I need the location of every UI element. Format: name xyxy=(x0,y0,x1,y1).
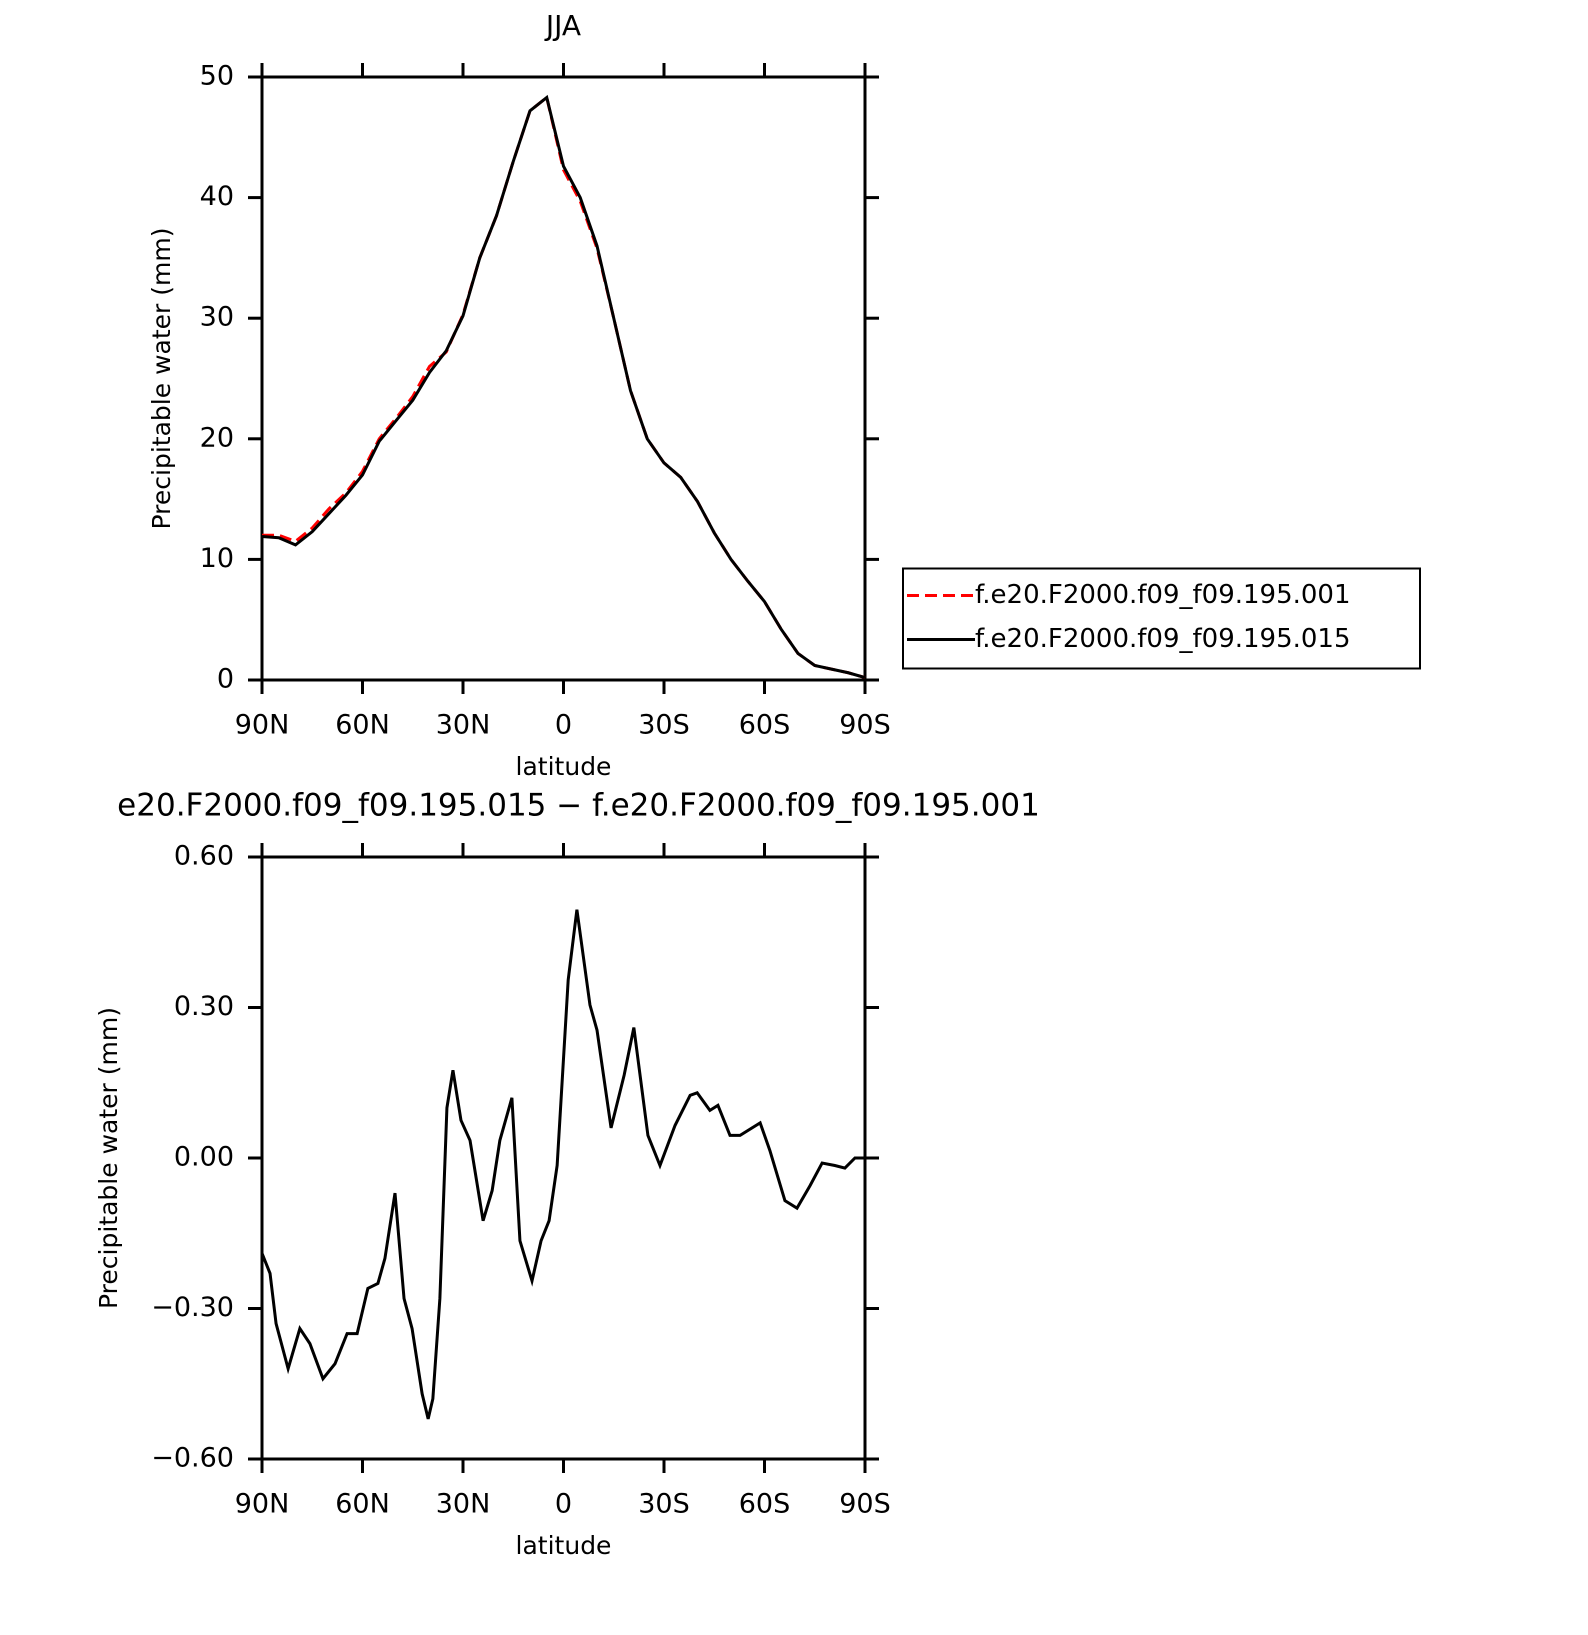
x-tick-label: 90S xyxy=(839,1489,891,1520)
data-line xyxy=(260,909,865,1420)
x-tick-label: 30N xyxy=(436,710,491,741)
y-tick-label: 0.00 xyxy=(174,1142,234,1173)
chart-title: e20.F2000.f09_f09.195.015 − f.e20.F2000.… xyxy=(117,788,1040,824)
x-tick-label: 30S xyxy=(638,1489,690,1520)
x-axis-label: latitude xyxy=(516,1531,612,1560)
y-tick-label: −0.60 xyxy=(151,1443,234,1474)
y-tick-label: 0 xyxy=(217,664,234,695)
y-tick-label: 0.60 xyxy=(174,841,234,872)
x-axis-label: latitude xyxy=(516,752,612,781)
legend-label: f.e20.F2000.f09_f09.195.001 xyxy=(975,580,1351,610)
chart-panel: JJA latitude Precipitable water (mm) 0 10 20 3… xyxy=(147,9,1421,781)
data-line xyxy=(262,94,866,680)
x-tick-label: 60N xyxy=(335,710,390,741)
y-axis-label: Precipitable water (mm) xyxy=(147,228,176,530)
x-tick-label: 0 xyxy=(555,1489,572,1520)
x-tick-label: 60N xyxy=(335,1489,390,1520)
y-axis-label: Precipitable water (mm) xyxy=(94,1007,123,1309)
y-tick-label: −0.30 xyxy=(151,1292,234,1323)
y-tick-label: 20 xyxy=(200,422,234,453)
chart-title: JJA xyxy=(544,9,581,42)
y-tick-label: 10 xyxy=(200,543,234,574)
chart-panel: e20.F2000.f09_f09.195.015 − f.e20.F2000.… xyxy=(94,788,1040,1561)
legend: f.e20.F2000.f09_f09.195.001 f.e20.F2000.f… xyxy=(902,567,1421,670)
x-tick-label: 90S xyxy=(839,710,891,741)
y-tick-label: 40 xyxy=(200,181,234,212)
data-line xyxy=(261,94,866,680)
x-tick-label: 60S xyxy=(739,1489,791,1520)
x-tick-label: 90N xyxy=(235,710,290,741)
legend-label: f.e20.F2000.f09_f09.195.015 xyxy=(975,624,1351,654)
x-tick-label: 30N xyxy=(436,1489,491,1520)
x-tick-label: 60S xyxy=(739,710,791,741)
x-tick-label: 30S xyxy=(638,710,690,741)
plot-frame xyxy=(260,855,867,1461)
y-tick-label: 0.30 xyxy=(174,991,234,1022)
x-tick-label: 90N xyxy=(235,1489,290,1520)
y-tick-label: 50 xyxy=(200,61,234,92)
legend-box xyxy=(902,567,1421,670)
y-tick-label: 30 xyxy=(200,302,234,333)
x-tick-label: 0 xyxy=(555,710,572,741)
